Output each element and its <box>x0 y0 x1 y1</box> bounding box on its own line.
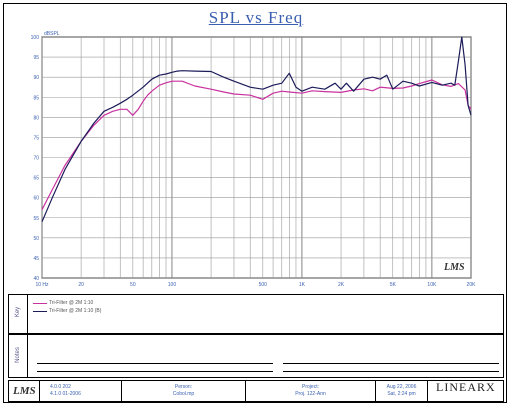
footer-date-1: Aug 22, 2006 <box>386 384 417 390</box>
y-tick-label: 40 <box>33 276 39 282</box>
legend-panel: Key Tri-Filter @ 2M 1:10 Tri-Filter @ 2M… <box>8 294 504 334</box>
footer-project-label: Project: <box>302 384 319 390</box>
footer-version-2: 4.1.0 01-2006 <box>50 391 81 397</box>
legend-label-cell: Key <box>9 295 28 333</box>
y-tick-label: 80 <box>33 115 39 121</box>
footer-version-1: 4.0.0 202 <box>50 384 71 390</box>
legend-panel-label: Key <box>15 306 21 318</box>
y-tick-label: 50 <box>33 236 39 242</box>
x-tick-label: 20K <box>467 282 477 288</box>
y-tick-label: 100 <box>31 35 40 41</box>
y-tick-label: 65 <box>33 176 39 182</box>
legend-swatch-series-2 <box>33 311 47 312</box>
y-tick-label: 45 <box>33 256 39 262</box>
y-tick-label: 95 <box>33 55 39 61</box>
notes-panel-label: Notes <box>15 347 21 363</box>
y-tick-label: 55 <box>33 216 39 222</box>
x-tick-label: 20 <box>78 282 84 288</box>
spl-chart: 40 45 50 55 60 65 70 75 80 85 90 95 100 dBSPL 10 Hz 20 5… <box>31 31 477 288</box>
x-tick-label: 5K <box>390 282 397 288</box>
chart-title: SPL vs Freq <box>208 8 304 27</box>
x-tick-label: 100 <box>168 282 177 288</box>
legend-entry-series-1: Tri-Filter @ 2M 1:10 <box>49 300 94 306</box>
series-line-2 <box>41 36 472 223</box>
footer-person-cell: Person: Cobol.mp <box>121 381 245 401</box>
notes-label-cell: Notes <box>9 335 28 377</box>
x-tick-label: 2K <box>338 282 345 288</box>
note-line <box>37 363 273 364</box>
footer-version-cell: 4.0.0 202 4.1.0 01-2006 <box>39 381 121 401</box>
y-tick-label: 75 <box>33 135 39 141</box>
legend-entry-series-2: Tri-Filter @ 2M 1:10 (B) <box>49 308 102 314</box>
notes-panel: Notes <box>8 334 504 378</box>
footer-brand: LINEARX <box>436 380 496 394</box>
x-tick-label: 10 Hz <box>35 282 49 288</box>
x-tick-label: 500 <box>259 282 268 288</box>
footer-person-value: Cobol.mp <box>172 391 195 397</box>
x-tick-label: 1K <box>299 282 306 288</box>
x-tick-label: 50 <box>130 282 136 288</box>
footer-person-label: Person: <box>174 384 193 390</box>
footer-date-cell: Aug 22, 2006 Sat, 2:24 pm <box>375 381 427 401</box>
y-tick-label: 70 <box>33 156 39 162</box>
y-tick-label: 85 <box>33 95 39 101</box>
y-unit-label: dBSPL <box>44 31 60 37</box>
footer-lms-logo: LMS <box>13 385 36 397</box>
y-tick-label: 60 <box>33 196 39 202</box>
lms-logo: LMS <box>444 262 465 273</box>
legend-swatch-series-1 <box>33 303 47 304</box>
note-line <box>283 363 499 364</box>
x-tick-label: 10K <box>427 282 437 288</box>
footer-project-value: Proj. 122-Ann <box>295 391 326 397</box>
note-line <box>283 371 499 372</box>
footer-project-cell: Project: Proj. 122-Ann <box>245 381 375 401</box>
footer-bar: LMS 4.0.0 202 4.1.0 01-2006 Person: Cobo… <box>8 380 504 402</box>
y-tick-label: 90 <box>33 75 39 81</box>
footer-date-2: Sat, 2:24 pm <box>387 391 416 397</box>
footer-brand-cell: LINEARX <box>427 381 503 401</box>
note-line <box>37 371 273 372</box>
